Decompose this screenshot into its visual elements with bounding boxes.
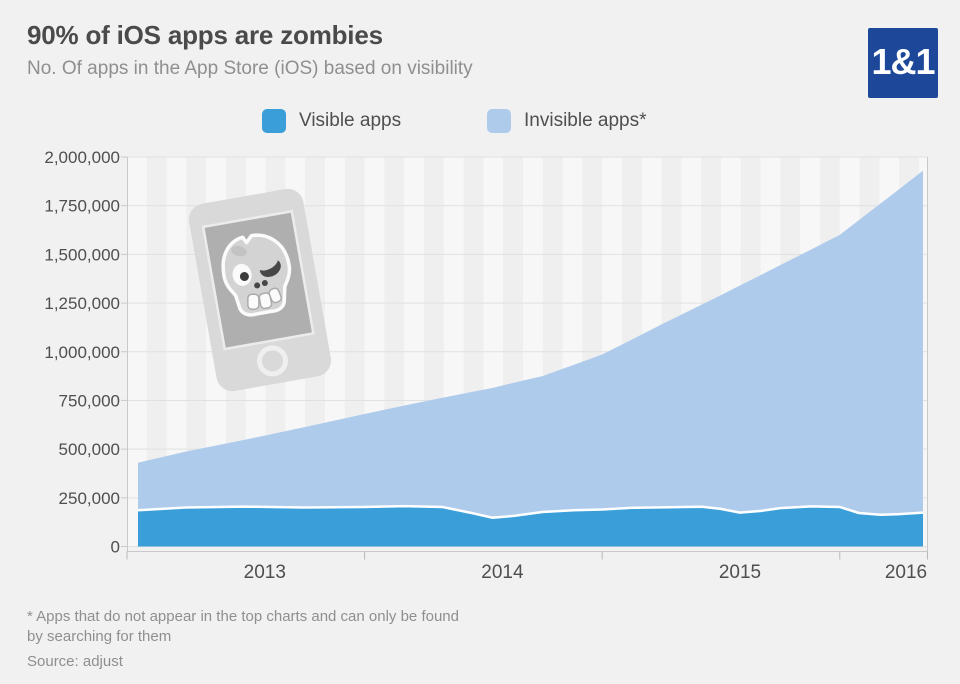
source-credit: Source: adjust [27,653,123,670]
legend-item-invisible-apps: Invisible apps* [487,106,647,136]
svg-text:1,250,000: 1,250,000 [44,294,120,313]
visible-apps-area [138,506,923,547]
y-axis-labels: 0 250,000 500,000 750,000 1,000,000 1,250,000… [44,148,120,557]
chart-legend: Visible apps Invisible apps* [0,106,960,136]
axes [126,157,928,560]
legend-label: Invisible apps* [524,110,647,131]
svg-text:2015: 2015 [719,562,761,583]
invisible-apps-area [138,170,923,518]
one-and-one-logo: 1&1 [868,28,938,98]
series-separator-line [137,504,924,519]
svg-text:2016: 2016 [885,562,927,583]
phone-home-button [257,345,289,377]
page-subtitle: No. Of apps in the App Store (iOS) based… [27,58,473,79]
svg-text:1,750,000: 1,750,000 [44,197,120,216]
invisible-apps-swatch-icon [487,109,511,133]
legend-item-visible-apps: Visible apps [262,106,401,136]
svg-text:500,000: 500,000 [59,440,120,459]
footnote-asterisk: * Apps that do not appear in the top cha… [27,608,459,646]
legend-label: Visible apps [299,110,402,131]
svg-text:1,000,000: 1,000,000 [44,343,120,362]
x-axis-labels: 2013 2014 2015 2016 [244,562,927,583]
visible-apps-swatch-icon [262,109,286,133]
svg-text:2014: 2014 [481,562,524,583]
area-series [137,170,924,547]
svg-text:0: 0 [111,538,120,557]
svg-text:2013: 2013 [244,562,286,583]
zombie-phone-graphic [188,188,332,392]
svg-text:750,000: 750,000 [59,391,120,410]
page-title: 90% of iOS apps are zombies [27,20,383,50]
svg-text:250,000: 250,000 [59,489,120,508]
zombie-skull-icon [221,233,292,317]
svg-text:2,000,000: 2,000,000 [44,148,120,167]
svg-text:1,500,000: 1,500,000 [44,245,120,264]
